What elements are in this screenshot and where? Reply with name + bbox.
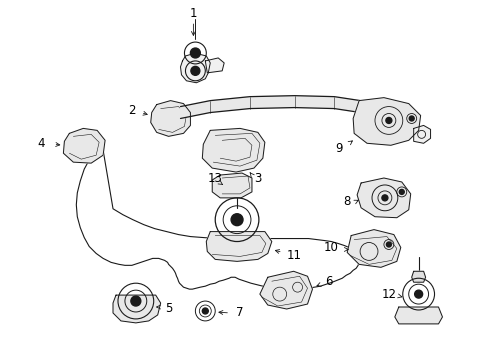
Polygon shape [180, 96, 413, 130]
Polygon shape [180, 54, 210, 83]
Text: 10: 10 [323, 241, 338, 254]
Polygon shape [206, 231, 271, 261]
Circle shape [386, 242, 390, 247]
Polygon shape [346, 230, 400, 267]
Text: 1: 1 [189, 7, 197, 20]
Polygon shape [76, 138, 358, 290]
Polygon shape [205, 58, 224, 73]
Polygon shape [394, 307, 442, 324]
Polygon shape [259, 271, 312, 309]
Text: 7: 7 [236, 306, 244, 319]
Text: 2: 2 [128, 104, 135, 117]
Circle shape [190, 66, 200, 75]
Circle shape [190, 48, 200, 58]
Text: 8: 8 [343, 195, 350, 208]
Polygon shape [202, 129, 264, 172]
Circle shape [231, 214, 243, 226]
Polygon shape [113, 295, 161, 323]
Text: 13: 13 [207, 171, 222, 185]
Circle shape [385, 117, 391, 123]
Text: 11: 11 [286, 249, 302, 262]
Text: 4: 4 [38, 137, 45, 150]
Polygon shape [413, 125, 429, 143]
Polygon shape [411, 271, 425, 282]
Polygon shape [356, 178, 410, 218]
Circle shape [414, 290, 422, 298]
Polygon shape [63, 129, 105, 163]
Circle shape [202, 308, 208, 314]
Text: 6: 6 [325, 275, 332, 288]
Polygon shape [212, 173, 251, 198]
Text: 5: 5 [164, 302, 172, 315]
Circle shape [381, 195, 387, 201]
Polygon shape [352, 98, 420, 145]
Text: 12: 12 [381, 288, 396, 301]
Text: 3: 3 [254, 171, 261, 185]
Text: 9: 9 [335, 142, 342, 155]
Circle shape [408, 116, 413, 121]
Circle shape [399, 189, 404, 194]
Circle shape [131, 296, 141, 306]
Polygon shape [150, 100, 190, 136]
